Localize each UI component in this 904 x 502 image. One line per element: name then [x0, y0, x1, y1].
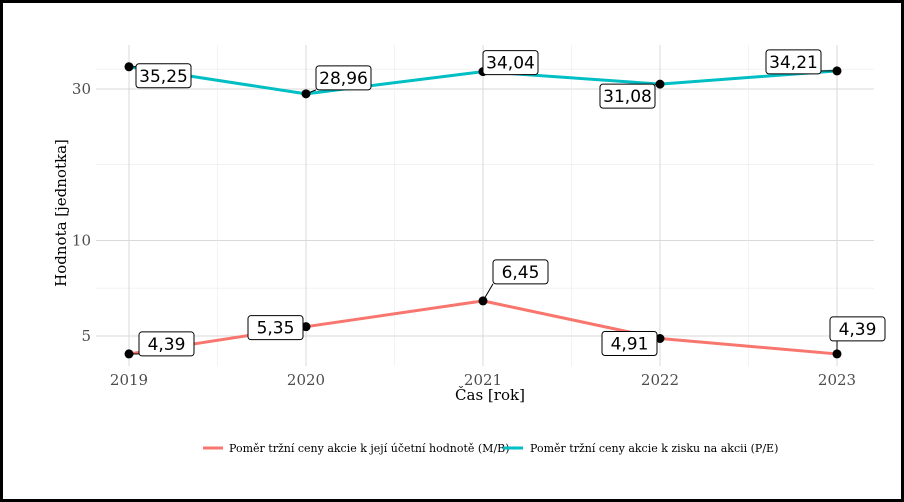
x-tick-label: 2022 — [641, 371, 679, 389]
data-label-box — [599, 83, 656, 109]
y-tick-label: 10 — [72, 231, 91, 249]
data-label-box — [482, 50, 539, 76]
data-label-box — [138, 331, 195, 357]
x-tick-label: 2023 — [818, 371, 856, 389]
data-label: 6,45 — [502, 263, 540, 283]
grid — [96, 45, 874, 366]
data-label: 5,35 — [257, 319, 295, 339]
y-tick-label: 30 — [72, 80, 91, 98]
data-label: 34,04 — [486, 54, 535, 74]
data-label: 4,91 — [611, 335, 649, 355]
data-label: 28,96 — [319, 69, 368, 89]
data-label: 34,21 — [769, 53, 818, 73]
data-label: 31,08 — [603, 87, 652, 107]
x-axis-title: Čas [rok] — [455, 386, 525, 404]
x-axis-ticks: 2019 2020 2021 2022 2023 — [110, 371, 856, 389]
y-axis-title: Hodnota [jednotka] — [52, 139, 70, 287]
x-tick-label: 2021 — [464, 371, 502, 389]
data-label: 4,39 — [839, 320, 877, 340]
legend: Poměr tržní ceny akcie k její účetní hod… — [203, 442, 778, 455]
data-label: 35,25 — [139, 67, 188, 87]
data-labels: 4,39 5,35 6,45 4,91 4,39 35,25 28,96 34,04 31,08… — [129, 49, 886, 357]
data-label-box — [601, 331, 658, 357]
data-label-leader — [305, 89, 317, 95]
legend-label-mb: Poměr tržní ceny akcie k její účetní hod… — [229, 442, 510, 455]
data-label: 4,39 — [148, 335, 186, 355]
data-label-box — [247, 315, 304, 341]
data-label-box — [765, 49, 822, 75]
y-tick-label: 5 — [81, 327, 91, 345]
data-label-box — [315, 65, 372, 91]
data-label-box — [829, 316, 886, 342]
y-axis-ticks: 5 10 30 — [72, 80, 91, 345]
data-label-box — [492, 259, 549, 285]
x-tick-label: 2019 — [110, 371, 148, 389]
x-tick-label: 2020 — [287, 371, 325, 389]
data-label-box — [135, 63, 192, 89]
data-label-leader — [482, 283, 494, 302]
legend-label-pe: Poměr tržní ceny akcie k zisku na akcii … — [530, 442, 778, 455]
